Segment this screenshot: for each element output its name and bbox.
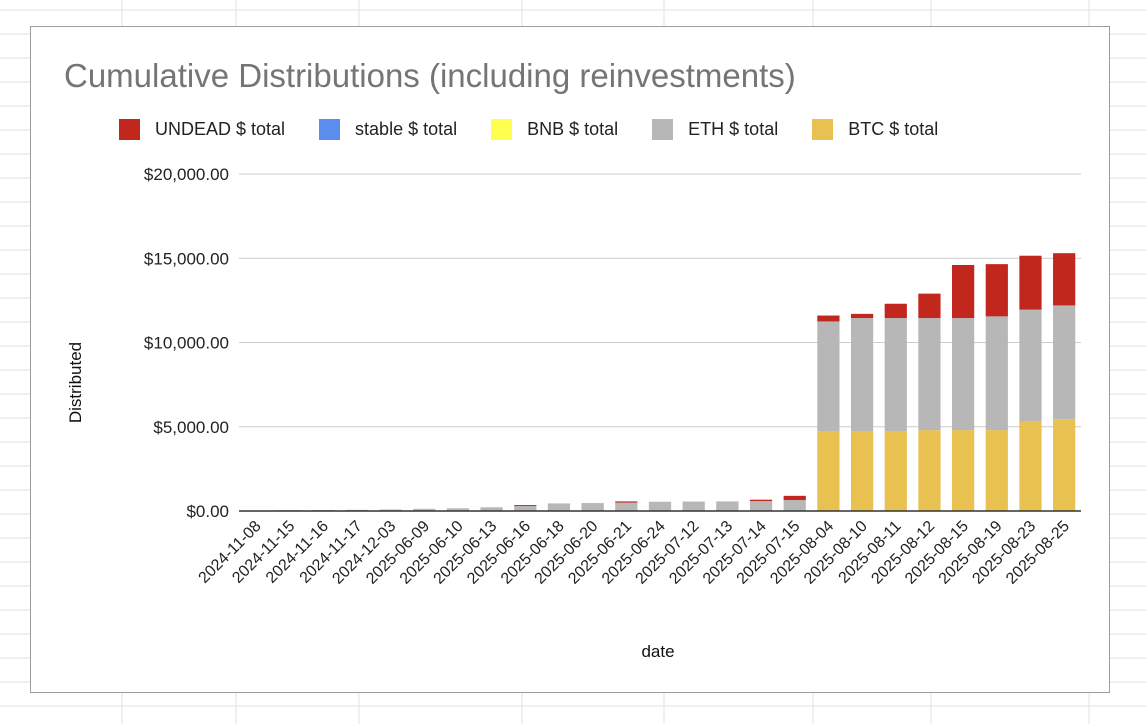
legend-item[interactable]: BNB $ total (491, 118, 619, 140)
bar-segment[interactable] (547, 503, 571, 511)
legend-item[interactable]: stable $ total (319, 118, 458, 140)
bar-segment[interactable] (884, 431, 907, 511)
bar-segment[interactable] (1053, 253, 1076, 306)
legend-swatch (319, 118, 341, 140)
bar-segment[interactable] (884, 318, 907, 432)
legend-item[interactable]: BTC $ total (812, 118, 939, 140)
bar-segment[interactable] (716, 501, 739, 511)
bar-segment[interactable] (749, 501, 773, 511)
bar-segment[interactable] (1019, 309, 1042, 422)
bar-segment[interactable] (514, 506, 537, 511)
bar-segment[interactable] (1053, 419, 1076, 511)
bar-segment[interactable] (952, 264, 975, 319)
bar-segment[interactable] (985, 316, 1008, 431)
bar-segment[interactable] (615, 502, 638, 511)
bar-segment[interactable] (850, 318, 874, 432)
y-tick-label: $0.00 (186, 502, 229, 521)
y-axis-title: Distributed (66, 342, 85, 423)
bar-segment[interactable] (817, 321, 840, 432)
bar-segment[interactable] (817, 315, 840, 322)
legend-swatch (491, 118, 513, 140)
bar-segment[interactable] (850, 431, 874, 511)
bar-segment[interactable] (783, 495, 806, 501)
bar-segment[interactable] (749, 499, 773, 502)
bar-segment[interactable] (783, 500, 806, 511)
bar-segment[interactable] (514, 505, 537, 507)
chart-title: Cumulative Distributions (including rein… (64, 57, 796, 94)
bar-segment[interactable] (850, 313, 874, 319)
y-tick-label: $20,000.00 (144, 165, 229, 184)
legend-swatch (812, 118, 834, 140)
bar-segment[interactable] (581, 503, 604, 511)
bar-segment[interactable] (648, 501, 672, 511)
legend-swatch (119, 118, 140, 140)
bar-segment[interactable] (918, 430, 941, 511)
legend-label: BNB $ total (527, 118, 619, 139)
bar-segment[interactable] (952, 318, 975, 431)
legend-label: ETH $ total (688, 118, 779, 139)
chart-plot-area: $0.00 $5,000.00 $10,000.00 $15,000.00 $20,00… (66, 165, 1081, 661)
bar-segment[interactable] (682, 501, 705, 511)
legend-label: BTC $ total (848, 118, 939, 139)
legend-swatch (652, 118, 674, 140)
y-tick-label: $15,000.00 (144, 249, 229, 268)
x-axis-title: date (641, 642, 674, 661)
y-tick-label: $5,000.00 (153, 418, 229, 437)
y-tick-label: $10,000.00 (144, 334, 229, 353)
legend-label: stable $ total (355, 118, 458, 139)
bar-segment[interactable] (985, 430, 1008, 511)
bar-segment[interactable] (918, 293, 941, 319)
bar-segment[interactable] (446, 508, 470, 511)
bar-segment[interactable] (985, 264, 1008, 317)
bar-segment[interactable] (615, 501, 638, 503)
bar-segment[interactable] (413, 508, 436, 511)
legend-item[interactable]: ETH $ total (652, 118, 779, 140)
bar-segment[interactable] (817, 431, 840, 511)
chart-card[interactable]: Cumulative Distributions (including rein… (30, 26, 1110, 693)
legend-item[interactable]: UNDEAD $ total (119, 118, 286, 140)
bar-segment[interactable] (952, 430, 975, 511)
bar-segment[interactable] (1019, 421, 1042, 511)
bar-segment[interactable] (1053, 305, 1076, 420)
bar-segment[interactable] (884, 303, 907, 319)
chart-legend: UNDEAD $ total stable $ total BNB $ total E… (119, 118, 972, 140)
bar-segment[interactable] (918, 318, 941, 431)
bar-segment[interactable] (480, 507, 503, 511)
legend-label: UNDEAD $ total (155, 118, 286, 139)
bar-segment[interactable] (379, 509, 402, 511)
bar-segment[interactable] (1019, 255, 1042, 310)
